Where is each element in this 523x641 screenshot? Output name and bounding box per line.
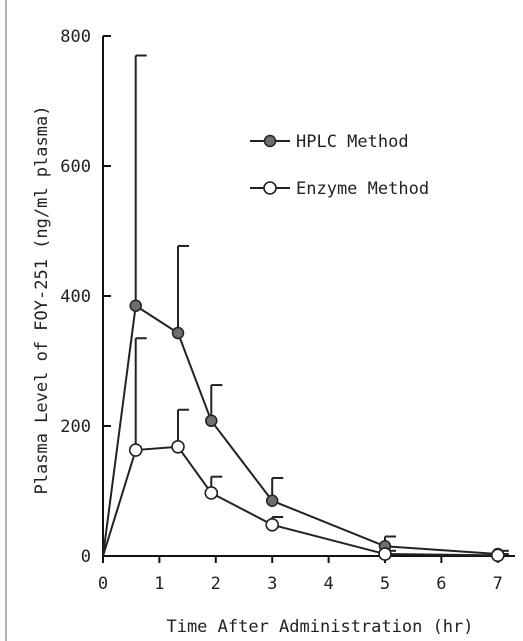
data-point — [204, 486, 219, 500]
legend-item-hplc: HPLC Method — [250, 132, 409, 152]
x-tick-label: 1 — [154, 574, 164, 594]
data-point — [205, 414, 218, 428]
x-tick-label: 6 — [436, 574, 446, 594]
x-axis-label: Time After Administration (hr) — [166, 617, 473, 637]
legend: HPLC Method Enzyme Method — [250, 132, 429, 199]
legend-hplc-marker — [263, 134, 277, 148]
data-point — [490, 548, 505, 563]
y-ticks: 0 200 400 600 800 — [60, 27, 111, 567]
y-tick-label: 200 — [60, 417, 91, 437]
data-point — [129, 299, 142, 312]
legend-item-enzyme: Enzyme Method — [250, 179, 429, 199]
x-tick-label: 5 — [380, 574, 390, 594]
x-tick-label: 7 — [493, 574, 503, 594]
data-point — [265, 494, 279, 507]
x-tick-label: 0 — [98, 574, 108, 594]
y-tick-label: 800 — [60, 27, 91, 47]
data-point — [171, 326, 185, 340]
series-line — [102, 304, 498, 557]
series-layer — [102, 54, 509, 563]
series-line — [102, 445, 498, 557]
y-tick-label: 600 — [60, 157, 91, 177]
data-point — [171, 439, 185, 454]
y-axis-label: Plasma Level of FOY-251 (ng/ml plasma) — [32, 106, 52, 495]
axes — [102, 36, 515, 557]
y-tick-label: 0 — [81, 547, 91, 567]
data-point — [265, 517, 280, 532]
legend-enzyme-marker — [263, 181, 277, 195]
series-enzyme — [102, 337, 509, 563]
series-hplc — [102, 54, 509, 561]
x-tick-label: 4 — [323, 574, 333, 594]
y-tick-label: 400 — [60, 287, 91, 307]
data-point — [128, 443, 143, 457]
legend-hplc-label: HPLC Method — [296, 132, 409, 152]
x-tick-label: 2 — [211, 574, 221, 594]
x-ticks: 0 1 2 3 4 5 6 7 — [98, 556, 503, 594]
legend-enzyme-label: Enzyme Method — [296, 179, 429, 199]
data-point — [378, 547, 392, 561]
x-tick-label: 3 — [267, 574, 277, 594]
